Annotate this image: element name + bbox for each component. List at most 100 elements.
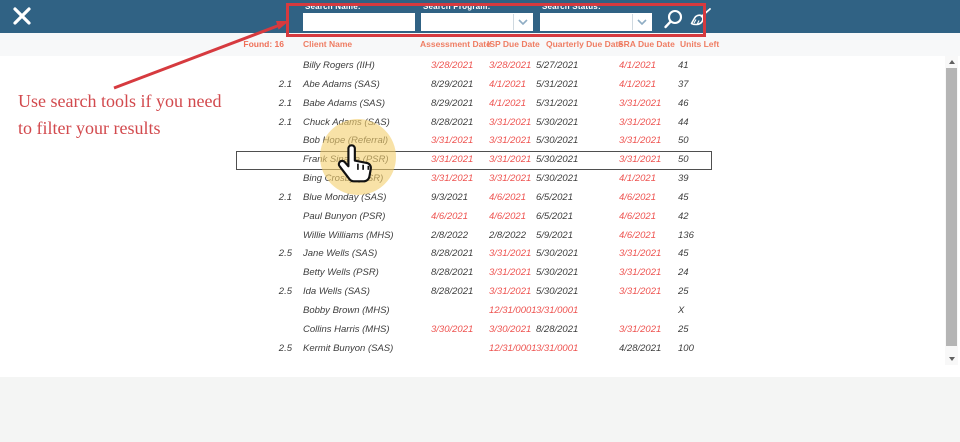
client-name-cell: Bobby Brown (MHS) (303, 304, 390, 316)
vertical-scrollbar[interactable] (945, 56, 958, 365)
table-row-selected[interactable]: Frank Sinatra (PSR) 3/31/2021 3/31/2021 5/3… (236, 151, 712, 171)
isp-due-date-cell: 3/31/2021 (489, 135, 532, 147)
sra-due-date-cell: 3/31/2021 (619, 97, 662, 109)
table-row[interactable]: 2.1 Abe Adams (SAS) 8/29/2021 4/1/2021 5/31/… (236, 76, 712, 95)
client-name-cell: Betty Wells (PSR) (303, 267, 379, 279)
quarterly-due-date-cell: 5/30/2021 (536, 154, 579, 166)
isp-due-date-cell: 4/6/2021 (489, 210, 526, 222)
client-name-cell: Ida Wells (SAS) (303, 286, 370, 298)
isp-due-date-cell: 3/31/2021 (489, 248, 532, 260)
quarterly-due-date-cell: 6/5/2021 (536, 191, 573, 203)
table-row[interactable]: Willie Williams (MHS) 2/8/2022 2/8/2022 5/9… (236, 227, 712, 246)
table-row[interactable]: Billy Rogers (IIH) 3/28/2021 3/28/2021 5/27… (236, 57, 712, 76)
quarterly-due-date-cell: 5/27/2021 (536, 60, 579, 71)
units-left-cell: 136 (678, 229, 694, 241)
close-icon (13, 7, 31, 25)
table-row[interactable]: 2.1 Chuck Adams (SAS) 8/28/2021 3/31/2021 5/… (236, 114, 712, 133)
search-program-dropdown[interactable] (421, 13, 533, 31)
sra-due-date-cell: 4/1/2021 (619, 78, 656, 90)
sra-due-date-cell: 4/6/2021 (619, 191, 656, 203)
client-table: Billy Rogers (IIH) 3/28/2021 3/28/2021 5/27… (236, 57, 712, 359)
client-name-cell: Collins Harris (MHS) (303, 323, 390, 335)
clear-filters-button[interactable] (688, 6, 713, 32)
quarterly-due-date-cell: 5/30/2021 (536, 135, 579, 147)
client-name-cell: Abe Adams (SAS) (303, 78, 380, 90)
sra-due-date-cell: 4/1/2021 (619, 173, 656, 185)
level-cell: 2.1 (278, 191, 292, 203)
footer-band (0, 377, 960, 442)
table-row[interactable]: 2.5 Jane Wells (SAS) 8/28/2021 3/31/2021 5/3… (236, 245, 712, 264)
table-row[interactable]: 2.5 Ida Wells (SAS) 8/28/2021 3/31/2021 5/30… (236, 283, 712, 302)
table-row[interactable]: Collins Harris (MHS) 3/30/2021 3/30/2021 8/… (236, 321, 712, 340)
units-left-cell: 46 (678, 97, 689, 109)
search-status-dropdown[interactable] (540, 13, 652, 31)
isp-due-date-cell: 3/31/2021 (489, 173, 532, 185)
table-row[interactable]: Betty Wells (PSR) 8/28/2021 3/31/2021 5/30/… (236, 264, 712, 283)
quarterly-due-date-cell: 5/31/2021 (536, 97, 579, 109)
triangle-up-icon (948, 60, 955, 64)
search-icon (664, 9, 683, 29)
assessment-date-cell: 8/28/2021 (431, 267, 474, 279)
assessment-date-cell: 8/29/2021 (431, 78, 474, 90)
sra-due-date-cell: 4/6/2021 (619, 229, 656, 241)
search-button[interactable] (662, 8, 685, 31)
isp-due-date-cell: 3/31/2021 (489, 267, 532, 279)
level-cell: 2.5 (278, 286, 292, 298)
level-cell: 2.1 (278, 97, 292, 109)
quarterly-due-date-cell: 5/9/2021 (536, 229, 573, 241)
units-left-cell: 25 (678, 323, 689, 335)
level-cell: 2.5 (278, 342, 292, 354)
units-left-cell: 50 (678, 135, 689, 147)
units-left-cell: 39 (678, 173, 689, 185)
client-name-cell: Blue Monday (SAS) (303, 191, 387, 203)
quarterly-due-date-cell: 5/30/2021 (536, 173, 579, 185)
isp-due-date-cell: 2/8/2022 (489, 229, 526, 241)
client-name-cell: Chuck Adams (SAS) (303, 116, 390, 128)
table-row[interactable]: Bobby Brown (MHS) 12/31/0001 3/31/0001 X (236, 302, 712, 321)
table-row[interactable]: 2.1 Blue Monday (SAS) 9/3/2021 4/6/2021 6/5/… (236, 189, 712, 208)
close-button[interactable] (11, 5, 35, 29)
table-row[interactable]: Bing Crosby (PSR) 3/31/2021 3/31/2021 5/30/… (236, 170, 712, 189)
assessment-date-cell: 3/31/2021 (431, 135, 474, 147)
chevron-down-icon (632, 14, 651, 30)
sra-due-date-cell: 3/31/2021 (619, 323, 662, 335)
quarterly-due-date-cell: 3/31/0001 (536, 304, 579, 316)
client-name-cell: Babe Adams (SAS) (303, 97, 386, 109)
level-cell: 2.1 (278, 116, 292, 128)
table-row[interactable]: Paul Bunyon (PSR) 4/6/2021 4/6/2021 6/5/202… (236, 208, 712, 227)
client-name-cell: Willie Williams (MHS) (303, 229, 394, 241)
scrollbar-thumb[interactable] (946, 68, 957, 346)
client-name-cell: Paul Bunyon (PSR) (303, 210, 386, 222)
quarterly-due-date-cell: 5/30/2021 (536, 286, 579, 298)
assessment-date-cell: 3/28/2021 (431, 60, 474, 71)
isp-due-date-cell: 4/1/2021 (489, 97, 526, 109)
sra-due-date-cell: 4/6/2021 (619, 210, 656, 222)
quarterly-due-date-cell: 5/30/2021 (536, 248, 579, 260)
scroll-up-button[interactable] (945, 56, 958, 68)
sra-due-date-cell: 3/31/2021 (619, 267, 662, 279)
units-left-cell: X (678, 304, 685, 316)
isp-due-date-cell: 3/31/2021 (489, 116, 532, 128)
table-header-row: Client Name Assessment Date ISP Due Date Qu… (236, 39, 719, 53)
search-name-input[interactable] (303, 13, 415, 31)
table-row[interactable]: Bob Hope (Referral) 3/31/2021 3/31/2021 5/3… (236, 132, 712, 151)
isp-due-date-cell: 3/31/2021 (489, 154, 532, 166)
client-name-cell: Bing Crosby (PSR) (303, 173, 384, 185)
column-header-sra-due-date: SRA Due Date (618, 39, 675, 49)
level-cell: 2.1 (278, 78, 292, 90)
units-left-cell: 25 (678, 286, 689, 298)
units-left-cell: 41 (678, 60, 689, 71)
table-row[interactable]: 2.5 Kermit Bunyon (SAS) 12/31/0001 3/31/000… (236, 340, 712, 359)
client-name-cell: Billy Rogers (IIH) (303, 60, 375, 71)
assessment-date-cell: 8/29/2021 (431, 97, 474, 109)
assessment-date-cell: 3/31/2021 (431, 173, 474, 185)
annotation-text: Use search tools if you need to filter y… (18, 91, 222, 138)
sra-due-date-cell: 3/31/2021 (619, 248, 662, 260)
units-left-cell: 45 (678, 191, 689, 203)
isp-due-date-cell: 12/31/0001 (489, 304, 537, 316)
table-row[interactable]: 2.1 Babe Adams (SAS) 8/29/2021 4/1/2021 5/31… (236, 95, 712, 114)
units-left-cell: 24 (678, 267, 689, 279)
search-name-label: Search Name: (305, 2, 361, 11)
scroll-down-button[interactable] (945, 353, 958, 365)
